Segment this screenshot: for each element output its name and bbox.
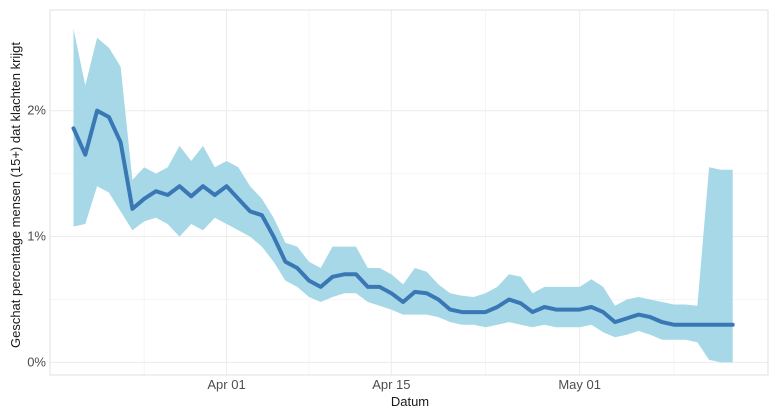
- x-axis-ticks: Apr 01 Apr 15 May 01: [207, 377, 601, 392]
- x-tick-label: Apr 15: [372, 377, 410, 392]
- y-axis-ticks: 0% 1% 2%: [27, 103, 46, 370]
- plot-border: [49, 9, 769, 376]
- confidence-band-layer: [73, 28, 733, 363]
- x-tick-label: Apr 01: [207, 377, 245, 392]
- series-line: [71, 108, 735, 327]
- y-tick-label: 1%: [27, 229, 46, 244]
- y-tick-label: 0%: [27, 354, 46, 369]
- y-axis-title: Geschat percentage mensen (15+) dat klac…: [8, 42, 23, 348]
- x-tick-label: May 01: [558, 377, 601, 392]
- y-tick-label: 2%: [27, 103, 46, 118]
- series-line-layer: [71, 108, 735, 327]
- x-axis-title: Datum: [391, 394, 429, 409]
- confidence-band: [73, 28, 733, 363]
